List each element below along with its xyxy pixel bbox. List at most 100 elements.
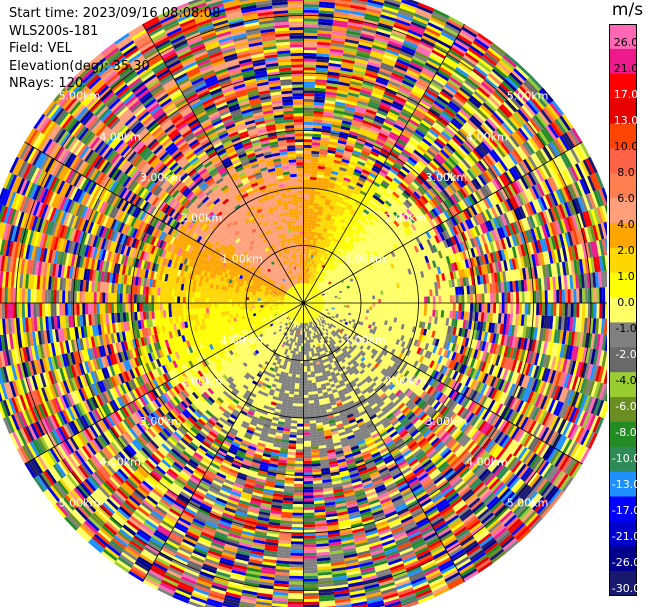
velocity-gate <box>308 248 312 252</box>
velocity-gate <box>457 311 462 320</box>
velocity-gate <box>327 71 340 76</box>
velocity-gate <box>444 295 448 303</box>
velocity-gate <box>449 303 453 311</box>
velocity-gate <box>389 131 400 139</box>
velocity-gate <box>401 303 405 309</box>
velocity-gate <box>406 98 419 107</box>
velocity-gate <box>330 45 344 51</box>
velocity-gate <box>391 72 405 80</box>
velocity-gate <box>303 24 319 28</box>
velocity-gate <box>341 120 352 126</box>
velocity-gate <box>337 142 346 148</box>
velocity-gate <box>427 57 442 67</box>
velocity-gate <box>427 296 430 303</box>
velocity-gate <box>303 9 319 13</box>
velocity-gate <box>311 275 314 279</box>
velocity-gate <box>340 128 350 134</box>
velocity-gate <box>316 44 331 49</box>
velocity-gate <box>307 222 312 226</box>
velocity-gate <box>401 45 416 54</box>
velocity-gate <box>340 125 351 131</box>
velocity-gate <box>313 261 317 265</box>
velocity-gate <box>369 53 384 60</box>
velocity-gate <box>384 88 397 96</box>
velocity-gate <box>596 303 600 319</box>
velocity-gate <box>309 240 314 244</box>
velocity-gate <box>602 303 606 319</box>
velocity-gate <box>317 30 332 35</box>
velocity-gate <box>303 52 317 57</box>
velocity-gate <box>329 57 343 62</box>
velocity-gate <box>501 292 505 303</box>
velocity-gate <box>303 190 310 194</box>
velocity-gate <box>309 185 316 189</box>
velocity-gate <box>328 65 341 71</box>
velocity-gate <box>323 108 335 113</box>
velocity-gate <box>330 129 340 135</box>
velocity-gate <box>337 304 341 307</box>
velocity-gate <box>335 0 352 5</box>
velocity-gate <box>311 225 316 230</box>
velocity-gate <box>303 87 315 91</box>
velocity-gate <box>319 269 323 274</box>
velocity-gate <box>306 237 311 241</box>
velocity-gate <box>408 64 423 73</box>
velocity-gate <box>355 300 359 303</box>
velocity-gate <box>355 141 365 148</box>
velocity-gate <box>307 228 312 232</box>
velocity-gate <box>576 288 580 303</box>
velocity-gate <box>383 91 396 99</box>
velocity-gate <box>524 291 528 303</box>
velocity-gate <box>346 225 352 231</box>
velocity-gate <box>315 262 319 266</box>
velocity-gate <box>330 173 338 178</box>
velocity-gate <box>359 35 375 42</box>
velocity-gate <box>567 289 571 303</box>
velocity-gate <box>365 108 377 116</box>
velocity-gate <box>303 27 318 31</box>
velocity-gate <box>312 266 315 271</box>
velocity-gate <box>429 16 446 27</box>
velocity-gate <box>395 293 399 299</box>
velocity-gate <box>314 246 319 251</box>
velocity-gate <box>404 297 407 303</box>
velocity-gate <box>320 248 325 252</box>
velocity-gate <box>320 236 325 241</box>
velocity-gate <box>368 309 373 314</box>
velocity-gate <box>347 184 355 191</box>
velocity-gate <box>341 182 349 188</box>
velocity-gate <box>308 208 314 212</box>
velocity-gate <box>351 192 359 198</box>
velocity-gate <box>403 0 419 6</box>
velocity-gate <box>363 195 371 202</box>
velocity-gate <box>330 240 335 245</box>
velocity-gate <box>399 50 414 59</box>
velocity-gate <box>316 180 323 184</box>
velocity-gate <box>311 145 320 149</box>
velocity-gate <box>373 178 382 185</box>
velocity-gate <box>307 260 311 264</box>
velocity-gate <box>303 147 312 151</box>
velocity-gate <box>332 22 348 28</box>
velocity-gate <box>305 262 308 266</box>
velocity-gate <box>521 303 525 315</box>
velocity-gate <box>335 180 343 186</box>
velocity-gate <box>337 139 347 145</box>
velocity-gate <box>351 152 361 159</box>
velocity-gate <box>326 214 332 219</box>
velocity-gate <box>316 253 320 257</box>
velocity-gate <box>324 166 333 171</box>
velocity-gate <box>320 134 330 139</box>
velocity-gate <box>432 309 436 317</box>
velocity-gate <box>361 150 371 156</box>
velocity-gate <box>348 133 358 139</box>
velocity-gate <box>365 139 375 146</box>
velocity-gate <box>337 172 346 178</box>
velocity-gate <box>303 202 309 206</box>
velocity-gate <box>332 210 339 215</box>
velocity-gate <box>435 303 439 311</box>
velocity-gate <box>388 80 401 88</box>
velocity-gate <box>366 177 374 184</box>
velocity-gate <box>333 222 339 227</box>
velocity-gate <box>447 295 451 303</box>
